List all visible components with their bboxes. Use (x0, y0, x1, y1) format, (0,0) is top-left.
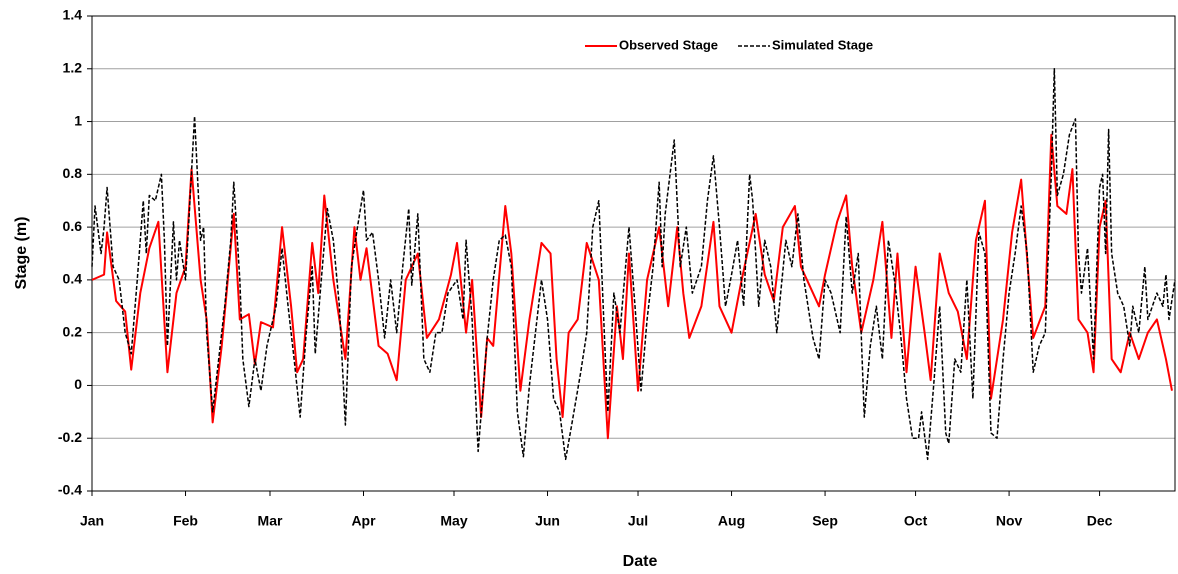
x-tick-label: Jul (628, 513, 648, 529)
series-line (91, 68, 1176, 461)
series-line (91, 133, 1173, 440)
y-tick-label: 1 (74, 112, 82, 128)
x-tick-label: May (440, 513, 467, 529)
y-tick-label: 0.8 (63, 165, 83, 181)
x-tick-label: Jun (535, 513, 560, 529)
y-tick-label: -0.4 (58, 482, 82, 498)
x-tick-label: Sep (812, 513, 838, 529)
x-tick-label: Mar (258, 513, 283, 529)
x-tick-label: Jan (80, 513, 104, 529)
y-tick-label: 0.4 (63, 271, 83, 287)
y-tick-label: 1.4 (63, 7, 83, 23)
x-tick-label: Aug (718, 513, 745, 529)
y-tick-label: 1.2 (63, 59, 83, 75)
y-axis-label: Stage (m) (13, 217, 30, 290)
legend-label: Simulated Stage (772, 37, 873, 52)
x-tick-label: Dec (1087, 513, 1113, 529)
x-tick-label: Nov (996, 513, 1023, 529)
x-tick-label: Apr (351, 513, 376, 529)
y-tick-label: -0.2 (58, 429, 82, 445)
y-tick-label: 0 (74, 376, 82, 392)
plot-frame (91, 15, 1176, 492)
y-tick-label: 0.2 (63, 323, 83, 339)
x-axis-label: Date (623, 553, 658, 570)
legend: Observed Stage Simulated Stage (585, 37, 873, 52)
x-tick-label: Oct (904, 513, 928, 529)
y-tick-label: 0.6 (63, 218, 83, 234)
legend-label: Observed Stage (619, 37, 718, 52)
x-tick-label: Feb (173, 513, 198, 529)
